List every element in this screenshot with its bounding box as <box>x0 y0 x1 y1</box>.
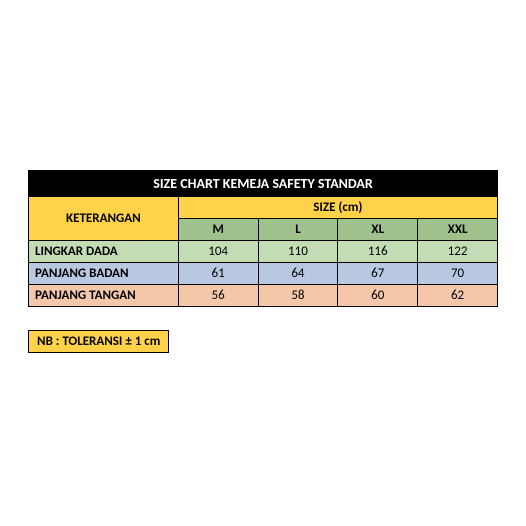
table-row: PANJANG TANGAN 56 58 60 62 <box>29 285 498 307</box>
header-row-1: KETERANGAN SIZE (cm) <box>29 197 498 219</box>
table-row: LINGKAR DADA 104 110 116 122 <box>29 241 498 263</box>
size-col-m: M <box>178 219 258 241</box>
cell: 60 <box>338 285 418 307</box>
keterangan-header: KETERANGAN <box>29 197 179 241</box>
table: SIZE CHART KEMEJA SAFETY STANDAR KETERAN… <box>28 170 498 307</box>
table-row: PANJANG BADAN 61 64 67 70 <box>29 263 498 285</box>
chart-title: SIZE CHART KEMEJA SAFETY STANDAR <box>29 171 498 197</box>
cell: 70 <box>418 263 498 285</box>
cell: 116 <box>338 241 418 263</box>
cell: 104 <box>178 241 258 263</box>
size-chart-table: SIZE CHART KEMEJA SAFETY STANDAR KETERAN… <box>28 170 498 307</box>
cell: 67 <box>338 263 418 285</box>
size-col-xxl: XXL <box>418 219 498 241</box>
cell: 110 <box>258 241 338 263</box>
size-col-l: L <box>258 219 338 241</box>
cell: 58 <box>258 285 338 307</box>
size-col-xl: XL <box>338 219 418 241</box>
cell: 56 <box>178 285 258 307</box>
row-label: PANJANG BADAN <box>29 263 179 285</box>
tolerance-note: NB : TOLERANSI ± 1 cm <box>28 330 169 353</box>
row-label: LINGKAR DADA <box>29 241 179 263</box>
cell: 64 <box>258 263 338 285</box>
size-header: SIZE (cm) <box>178 197 497 219</box>
cell: 61 <box>178 263 258 285</box>
cell: 62 <box>418 285 498 307</box>
title-row: SIZE CHART KEMEJA SAFETY STANDAR <box>29 171 498 197</box>
row-label: PANJANG TANGAN <box>29 285 179 307</box>
cell: 122 <box>418 241 498 263</box>
